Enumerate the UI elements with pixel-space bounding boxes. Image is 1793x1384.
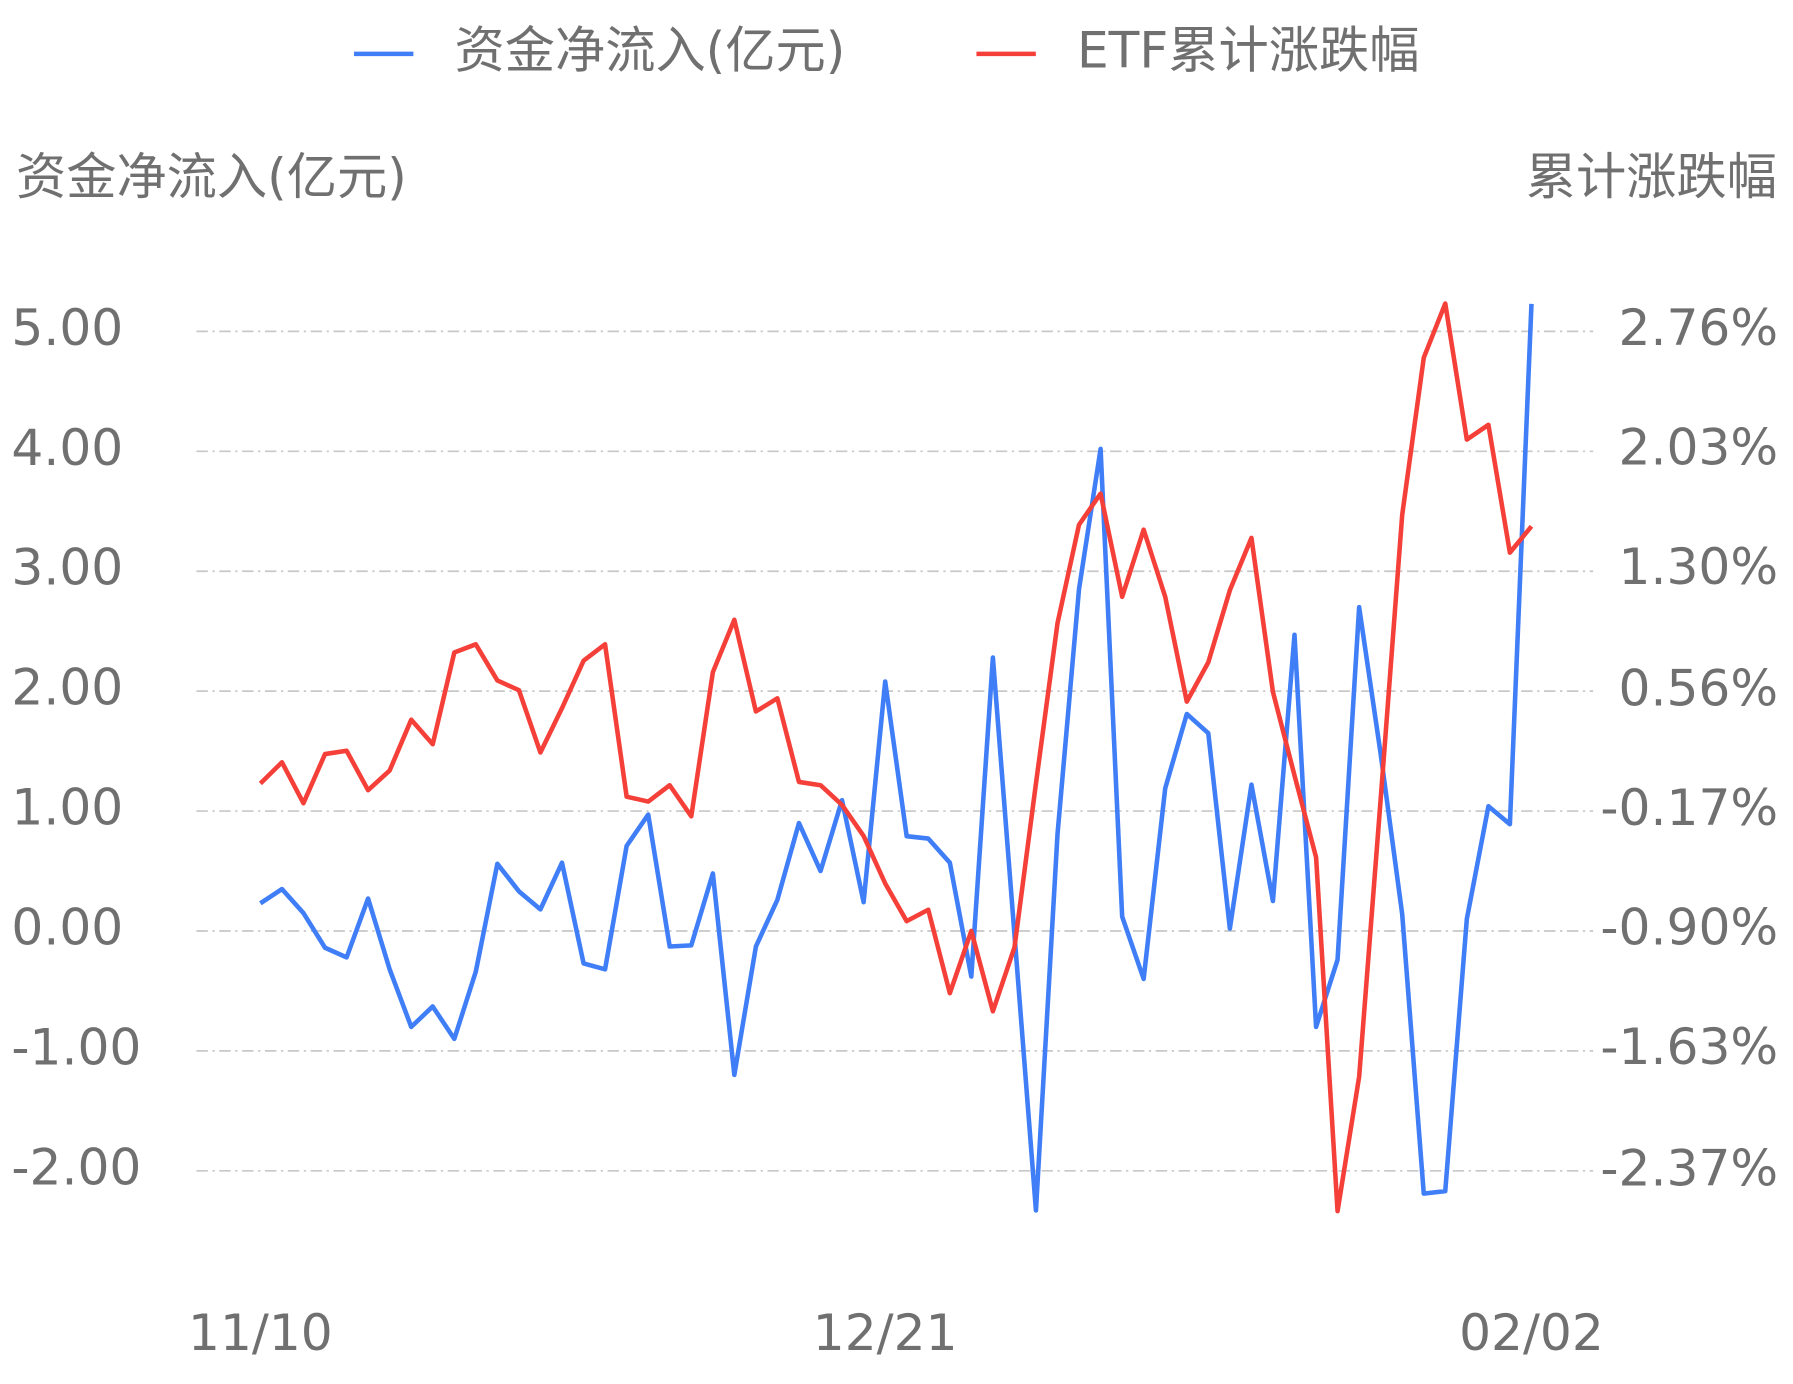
y-tick-label: -1.00: [11, 1017, 141, 1076]
y2-tick-label: -1.63%: [1600, 1017, 1778, 1076]
series-line: [259, 303, 1534, 1213]
x-tick-label: 11/10: [188, 1303, 333, 1362]
legend-label: ETF累计涨跌幅: [1077, 20, 1420, 79]
y2-tick-label: 2.76%: [1619, 298, 1779, 357]
x-tick-label: 02/02: [1459, 1303, 1604, 1362]
y2-axis-title: 累计涨跌幅: [1526, 147, 1777, 206]
y2-tick-label: -2.37%: [1600, 1138, 1778, 1197]
y2-tick-label: 2.03%: [1619, 418, 1779, 477]
y2-tick-label: -0.17%: [1600, 778, 1778, 837]
y-tick-label: -2.00: [11, 1137, 141, 1196]
y2-tick-label: -0.90%: [1600, 898, 1778, 957]
y-tick-label: 1.00: [11, 778, 123, 837]
y-tick-label: 2.00: [11, 658, 123, 717]
y-tick-label: 0.00: [11, 897, 123, 956]
y-axis-title: 资金净流入(亿元): [16, 147, 407, 206]
y2-tick-label: 0.56%: [1619, 658, 1779, 717]
series-line: [258, 301, 1534, 1214]
y2-tick-label: 1.30%: [1619, 537, 1779, 596]
y-tick-label: 4.00: [11, 418, 123, 477]
y-tick-label: 3.00: [11, 538, 123, 597]
x-tick-label: 12/21: [813, 1303, 958, 1362]
y-tick-label: 5.00: [11, 298, 123, 357]
legend-label: 资金净流入(亿元): [455, 20, 846, 79]
